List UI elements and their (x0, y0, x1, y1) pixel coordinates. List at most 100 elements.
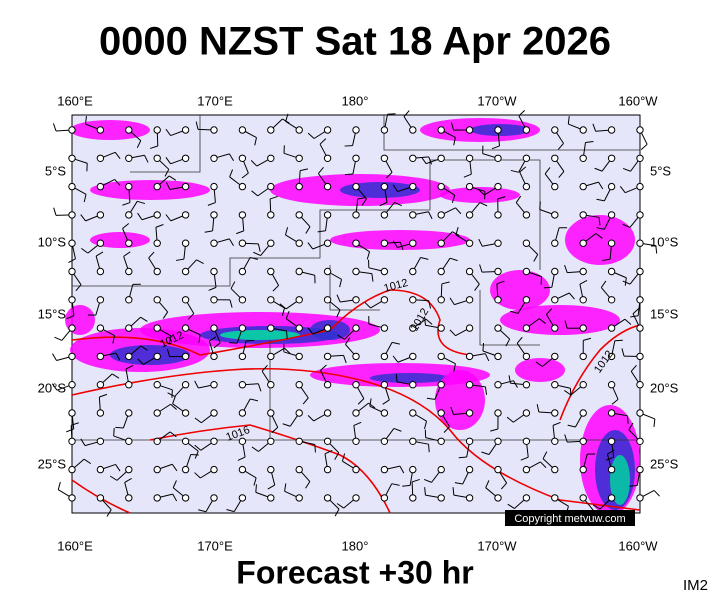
barb-station (636, 239, 644, 247)
barb-station (494, 211, 502, 219)
barb-flag (357, 398, 365, 405)
barb-flag (552, 421, 561, 426)
barb-station (210, 381, 218, 389)
barb-flag (449, 297, 455, 305)
barb-station (210, 409, 218, 417)
precip-blob (370, 373, 450, 383)
barb-flag (336, 503, 344, 509)
barb-flag (52, 353, 57, 361)
barb-station (295, 154, 303, 163)
barb-station (267, 324, 275, 332)
barb-flag (392, 240, 398, 248)
barb-station (323, 239, 332, 247)
barb-flag (611, 398, 619, 405)
barb-flag (320, 364, 327, 371)
barb-station (181, 465, 190, 474)
longitude-label: 170°W (477, 538, 517, 553)
barb-station (323, 465, 332, 474)
barb-flag (583, 337, 592, 341)
barb-flag (624, 318, 632, 325)
barb-station (409, 126, 417, 134)
barb-station (352, 296, 360, 304)
barb-flag (162, 311, 169, 319)
barb-station (125, 296, 133, 304)
barb-flag (441, 281, 450, 285)
barb-station (96, 381, 105, 389)
barb-flag (653, 490, 661, 497)
barb-station (96, 239, 105, 247)
barb-station (323, 182, 332, 191)
barb-station (352, 437, 360, 445)
barb-flag (403, 110, 410, 117)
barb-station (267, 267, 275, 276)
barb-flag (629, 484, 638, 487)
barb-flag (452, 487, 455, 496)
barb-flag (68, 258, 76, 264)
barb-station (437, 126, 445, 134)
barb-flag (166, 348, 171, 357)
barb-station (522, 182, 531, 191)
barb-flag (533, 254, 539, 262)
barb-station (210, 211, 218, 219)
barb-station (323, 296, 332, 304)
barb-flag (485, 480, 490, 488)
barb-station (522, 126, 531, 134)
barb-flag (255, 484, 257, 493)
barb-station (465, 437, 474, 445)
barb-station (68, 409, 76, 417)
barb-station (494, 154, 502, 163)
barb-flag (257, 243, 261, 252)
barb-flag (170, 403, 177, 410)
barb-flag (353, 421, 362, 426)
barb-flag (136, 140, 142, 149)
barb-station (96, 465, 105, 474)
barb-flag (229, 299, 233, 308)
barb-station (522, 267, 531, 276)
barb-station (409, 182, 417, 191)
barb-flag (424, 317, 426, 326)
barb-flag (75, 284, 82, 292)
barb-station (238, 409, 247, 417)
barb-station (380, 494, 389, 502)
barb-station (522, 381, 531, 389)
barb-station (352, 267, 360, 276)
barb-station (352, 352, 360, 361)
barb-flag (628, 422, 634, 431)
barb-station (295, 324, 303, 332)
barb-flag (241, 172, 249, 179)
isobar (71, 289, 471, 356)
barb-flag (449, 329, 456, 337)
barb-station (295, 267, 303, 276)
barb-flag (171, 463, 178, 472)
barb-station (181, 409, 190, 417)
barb-station (125, 267, 133, 276)
barb-station (210, 267, 218, 276)
barb-station (238, 437, 247, 445)
barb-station (96, 154, 105, 163)
barb-flag (307, 242, 314, 250)
barb-flag (271, 427, 279, 434)
barb-flag (198, 509, 207, 513)
barb-flag (195, 121, 199, 130)
barb-flag (424, 487, 426, 496)
barb-station (494, 494, 502, 502)
barb-station (96, 296, 105, 304)
barb-flag (385, 171, 393, 179)
barb-station (153, 126, 161, 134)
barb-station (153, 352, 161, 361)
barb-flag (137, 200, 146, 205)
barb-flag (140, 345, 148, 351)
barb-flag (510, 169, 519, 173)
barb-flag (114, 179, 121, 186)
wind-barbs (51, 110, 661, 518)
barb-flag (267, 484, 275, 490)
barb-station (125, 381, 133, 389)
barb-flag (237, 456, 246, 461)
barb-station (68, 437, 76, 445)
barb-station (68, 324, 76, 332)
barb-flag (307, 327, 314, 335)
barb-station (323, 409, 332, 417)
barb-flag (115, 426, 124, 429)
barb-flag (507, 503, 515, 509)
barb-station (68, 296, 76, 304)
